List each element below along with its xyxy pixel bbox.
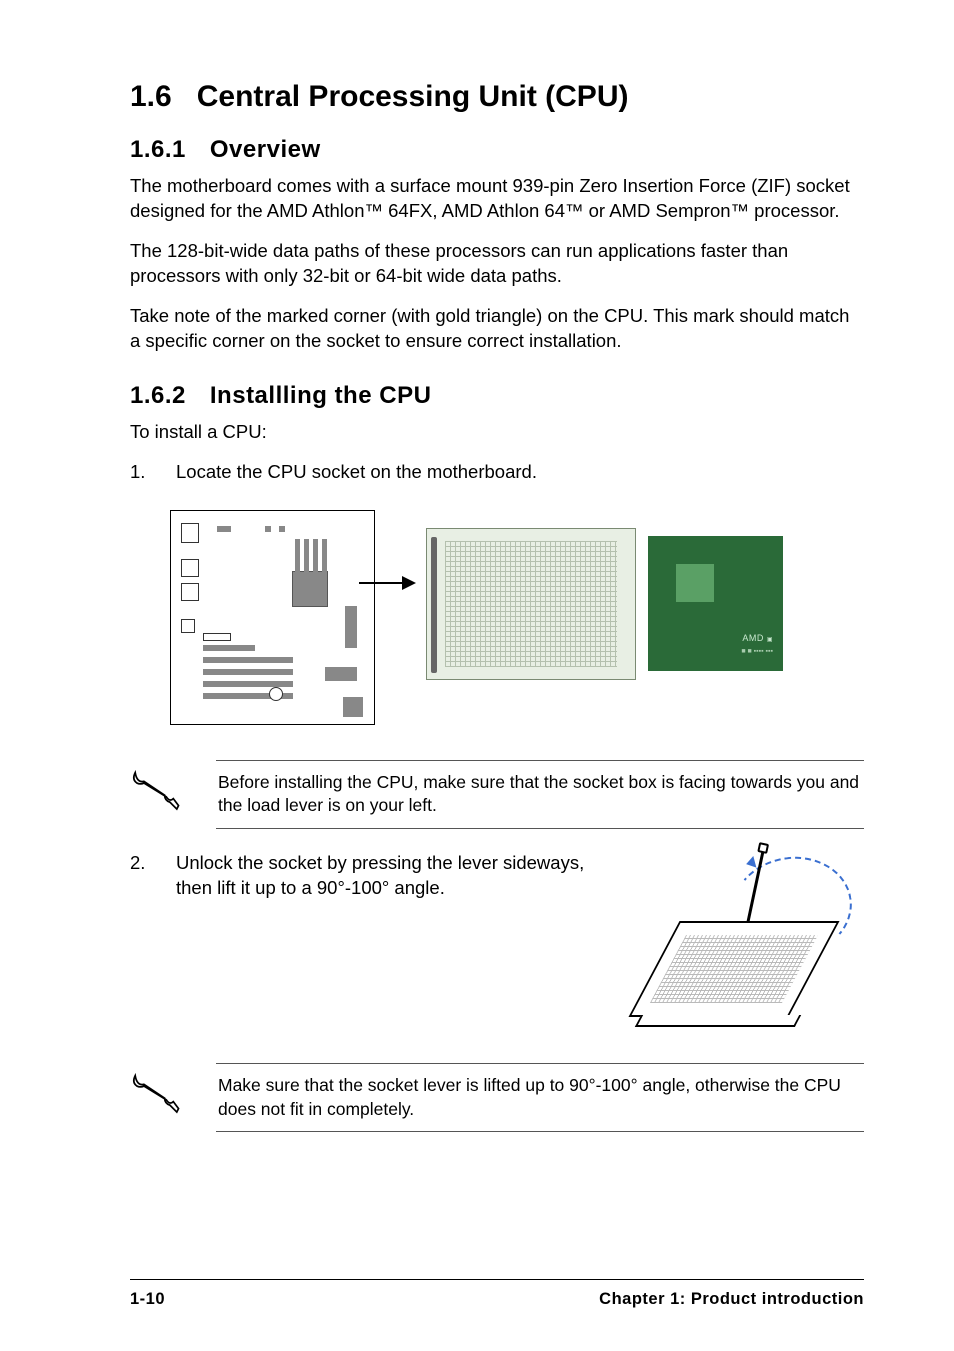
mobo-slot-icon	[279, 526, 285, 532]
mobo-dimm-icon	[313, 539, 318, 595]
iso-socket-base-icon	[635, 1015, 801, 1027]
install-intro: To install a CPU:	[130, 420, 864, 445]
subsection-2-heading: 1.6.2 Installling the CPU	[130, 382, 864, 410]
step-list-2: 2. Unlock the socket by pressing the lev…	[130, 851, 864, 1045]
step-number: 2.	[130, 851, 176, 1045]
step-2-body: Unlock the socket by pressing the lever …	[176, 851, 864, 1041]
socket-lever-diagram	[624, 851, 864, 1041]
mobo-chip-icon	[325, 667, 357, 681]
mobo-pci-icon	[203, 669, 293, 675]
page-number: 1-10	[130, 1290, 165, 1309]
paragraph-1: The motherboard comes with a surface mou…	[130, 174, 864, 223]
subsection-1-heading: 1.6.1 Overview	[130, 136, 864, 164]
section-title: Central Processing Unit (CPU)	[197, 80, 629, 113]
section-heading: 1.6 Central Processing Unit (CPU)	[130, 80, 864, 114]
motion-arrow-icon	[745, 856, 757, 870]
iso-pins-icon	[650, 935, 818, 1003]
socket-pins-icon	[445, 541, 617, 667]
page-footer: 1-10 Chapter 1: Product introduction	[130, 1279, 864, 1309]
note-1: Before installing the CPU, make sure tha…	[130, 760, 864, 829]
motherboard-diagram	[170, 510, 375, 725]
note-2: Make sure that the socket lever is lifte…	[130, 1063, 864, 1132]
mobo-dimm-icon	[295, 539, 300, 595]
mobo-pci-icon	[203, 645, 255, 651]
step-text: Unlock the socket by pressing the lever …	[176, 851, 604, 900]
paragraph-3: Take note of the marked corner (with gol…	[130, 304, 864, 353]
step-2: 2. Unlock the socket by pressing the lev…	[130, 851, 864, 1045]
cpu-brand-label: AMD ▣	[742, 633, 773, 643]
mobo-port-icon	[181, 583, 199, 601]
mobo-pci-icon	[203, 681, 293, 687]
note-1-text: Before installing the CPU, make sure tha…	[216, 760, 864, 829]
mobo-slot-icon	[217, 526, 231, 532]
arrow-icon	[359, 582, 414, 584]
socket-lever-icon	[431, 537, 437, 673]
note-icon	[130, 760, 216, 821]
cpu-sub-label: ■ ■ ▪▪▪▪ ▪▪▪	[741, 648, 773, 655]
iso-socket-icon	[628, 921, 839, 1017]
mobo-port-icon	[181, 619, 195, 633]
subsection-2-title: Installling the CPU	[210, 382, 432, 409]
diagram-row: AMD ▣ ■ ■ ▪▪▪▪ ▪▪▪	[170, 510, 864, 725]
mobo-header-icon	[203, 633, 231, 641]
paragraph-2: The 128-bit-wide data paths of these pro…	[130, 239, 864, 288]
subsection-1-number: 1.6.1	[130, 136, 186, 164]
step-text: Locate the CPU socket on the motherboard…	[176, 460, 864, 485]
mobo-dimm-icon	[322, 539, 327, 595]
mobo-dimm-icon	[304, 539, 309, 595]
mobo-chip-icon	[343, 697, 363, 717]
mobo-port-icon	[181, 559, 199, 577]
mobo-pci-icon	[203, 657, 293, 663]
socket-top-diagram	[426, 528, 636, 680]
subsection-2-number: 1.6.2	[130, 382, 186, 410]
page-content: 1.6 Central Processing Unit (CPU) 1.6.1 O…	[0, 0, 954, 1192]
section-number: 1.6	[130, 80, 172, 113]
note-icon	[130, 1063, 216, 1124]
chapter-label: Chapter 1: Product introduction	[599, 1290, 864, 1309]
mobo-atx-icon	[345, 606, 357, 648]
cpu-die-icon	[676, 564, 714, 602]
mobo-port-icon	[181, 523, 199, 543]
step-number: 1.	[130, 460, 176, 485]
step-1: 1. Locate the CPU socket on the motherbo…	[130, 460, 864, 485]
lever-tip-icon	[757, 842, 769, 854]
mobo-battery-icon	[269, 687, 283, 701]
subsection-1-title: Overview	[210, 136, 321, 163]
cpu-chip-diagram: AMD ▣ ■ ■ ▪▪▪▪ ▪▪▪	[648, 536, 783, 671]
step-list: 1. Locate the CPU socket on the motherbo…	[130, 460, 864, 485]
note-2-text: Make sure that the socket lever is lifte…	[216, 1063, 864, 1132]
mobo-slot-icon	[265, 526, 271, 532]
